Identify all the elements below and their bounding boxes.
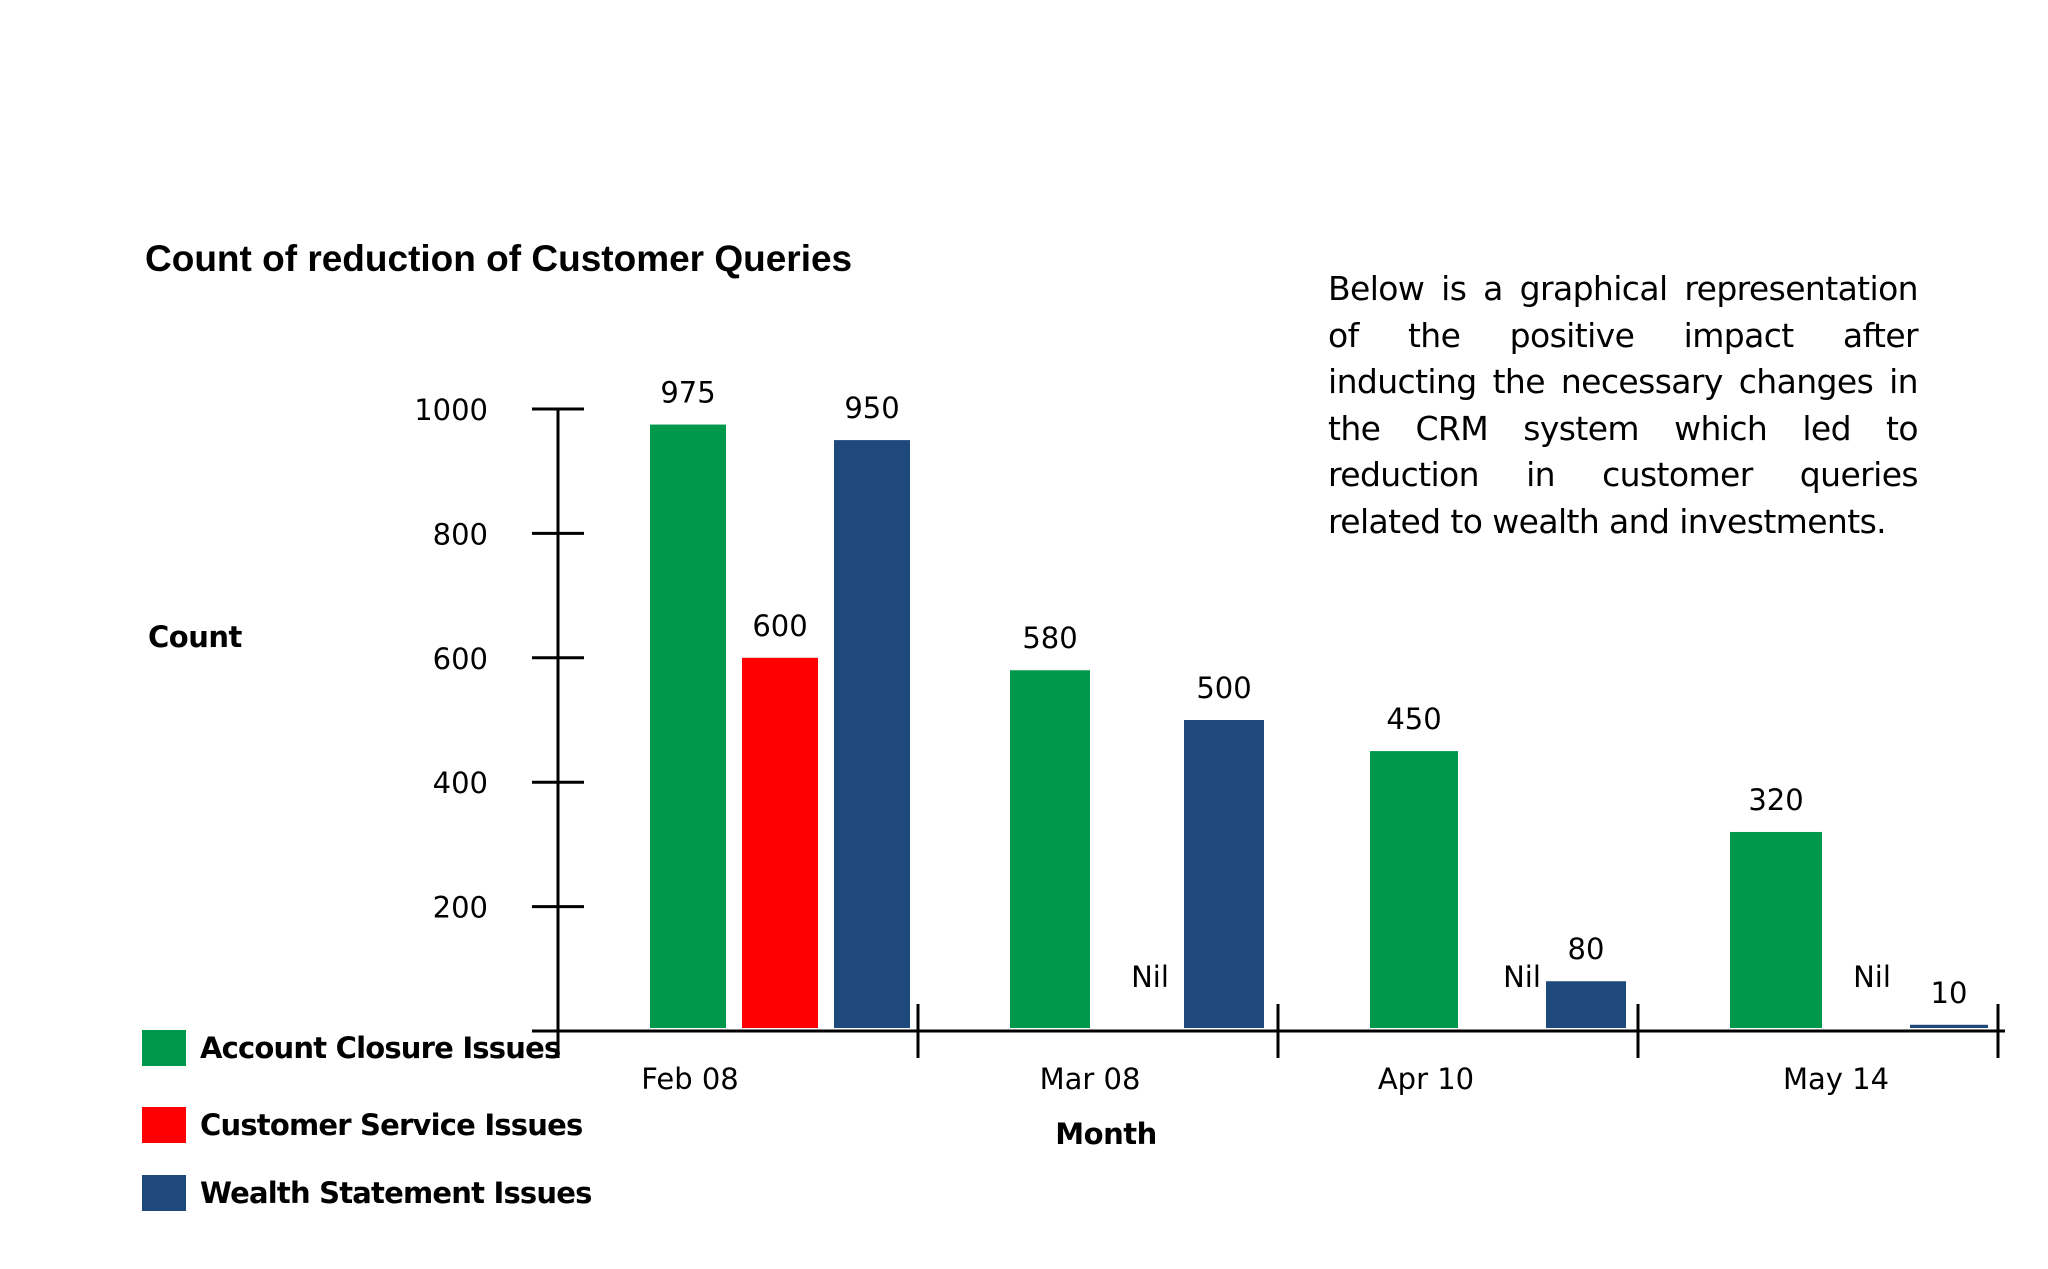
bar xyxy=(834,440,910,1029)
data-label: 10 xyxy=(1931,976,1968,1010)
data-label: 450 xyxy=(1386,702,1441,736)
y-tick-label: 800 xyxy=(433,517,488,551)
data-label: Nil xyxy=(1503,960,1541,994)
chart-title: Count of reduction of Customer Queries xyxy=(145,238,853,279)
data-label: 950 xyxy=(844,391,899,425)
data-label: 320 xyxy=(1748,783,1803,817)
legend-label: Customer Service Issues xyxy=(200,1108,583,1142)
y-tick-label: 1000 xyxy=(414,393,488,427)
legend-swatch-green xyxy=(142,1030,186,1066)
data-label: 975 xyxy=(660,376,715,410)
bar xyxy=(1730,831,1822,1028)
bar xyxy=(1910,1024,1988,1028)
description-text: Below is a graphical representation of t… xyxy=(1328,269,1919,541)
y-axis-title: Count xyxy=(148,620,242,654)
legend-label: Account Closure Issues xyxy=(200,1031,561,1065)
data-label: Nil xyxy=(1131,960,1169,994)
bar xyxy=(1010,670,1090,1028)
x-tick-label: Mar 08 xyxy=(1040,1062,1141,1096)
x-tick-label: Feb 08 xyxy=(641,1062,738,1096)
data-label: 580 xyxy=(1022,621,1077,655)
bar xyxy=(1370,751,1458,1028)
y-tick-label: 200 xyxy=(433,891,488,925)
x-axis-title: Month xyxy=(1055,1117,1156,1151)
legend-swatch-red xyxy=(142,1107,186,1143)
y-tick-label: 600 xyxy=(433,642,488,676)
legend-swatch-blue xyxy=(142,1175,186,1211)
data-label: 500 xyxy=(1196,671,1251,705)
y-tick-label: 400 xyxy=(433,766,488,800)
bar xyxy=(650,424,726,1028)
x-tick-label: May 14 xyxy=(1783,1062,1889,1096)
data-label: 80 xyxy=(1568,932,1605,966)
bar xyxy=(1546,981,1626,1028)
legend-label: Wealth Statement Issues xyxy=(200,1176,592,1210)
data-label: 600 xyxy=(752,609,807,643)
data-label: Nil xyxy=(1853,960,1891,994)
bar xyxy=(742,657,818,1028)
bar xyxy=(1184,720,1264,1028)
x-tick-label: Apr 10 xyxy=(1378,1062,1474,1096)
